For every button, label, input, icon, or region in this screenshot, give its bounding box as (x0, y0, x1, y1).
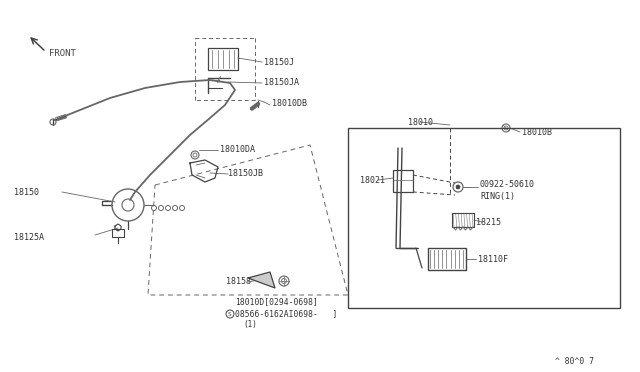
Text: (1): (1) (243, 320, 257, 328)
Text: 18158: 18158 (226, 276, 251, 285)
Text: 18150JB: 18150JB (228, 169, 263, 177)
Text: 18125A: 18125A (14, 232, 44, 241)
Bar (348, 128, 620, 308)
Text: 00922-50610: 00922-50610 (480, 180, 535, 189)
Circle shape (253, 106, 255, 109)
Circle shape (255, 104, 257, 107)
Bar (208, 48, 238, 70)
Circle shape (250, 107, 253, 110)
Polygon shape (248, 272, 275, 288)
Bar (428, 248, 466, 270)
Text: 18150JA: 18150JA (264, 77, 299, 87)
Text: 18150: 18150 (14, 187, 39, 196)
Text: 08566-6162AI0698-   ]: 08566-6162AI0698- ] (235, 310, 337, 318)
Text: 18010: 18010 (408, 118, 433, 126)
Text: 18021: 18021 (360, 176, 385, 185)
Text: RING(1): RING(1) (480, 192, 515, 201)
Bar (112, 229, 124, 237)
Text: 18010DA: 18010DA (220, 144, 255, 154)
Text: 18010B: 18010B (522, 128, 552, 137)
Text: 18215: 18215 (476, 218, 501, 227)
Bar (452, 213, 474, 227)
Text: 18010DB: 18010DB (272, 99, 307, 108)
Circle shape (257, 103, 259, 106)
Text: S: S (228, 311, 232, 317)
Text: 18010D[0294-0698]: 18010D[0294-0698] (235, 298, 318, 307)
Circle shape (456, 185, 460, 189)
Text: 18150J: 18150J (264, 58, 294, 67)
Text: ^ 80^0 7: ^ 80^0 7 (555, 357, 594, 366)
Text: 18110F: 18110F (478, 254, 508, 263)
Text: FRONT: FRONT (49, 48, 76, 58)
Bar (393, 170, 413, 192)
